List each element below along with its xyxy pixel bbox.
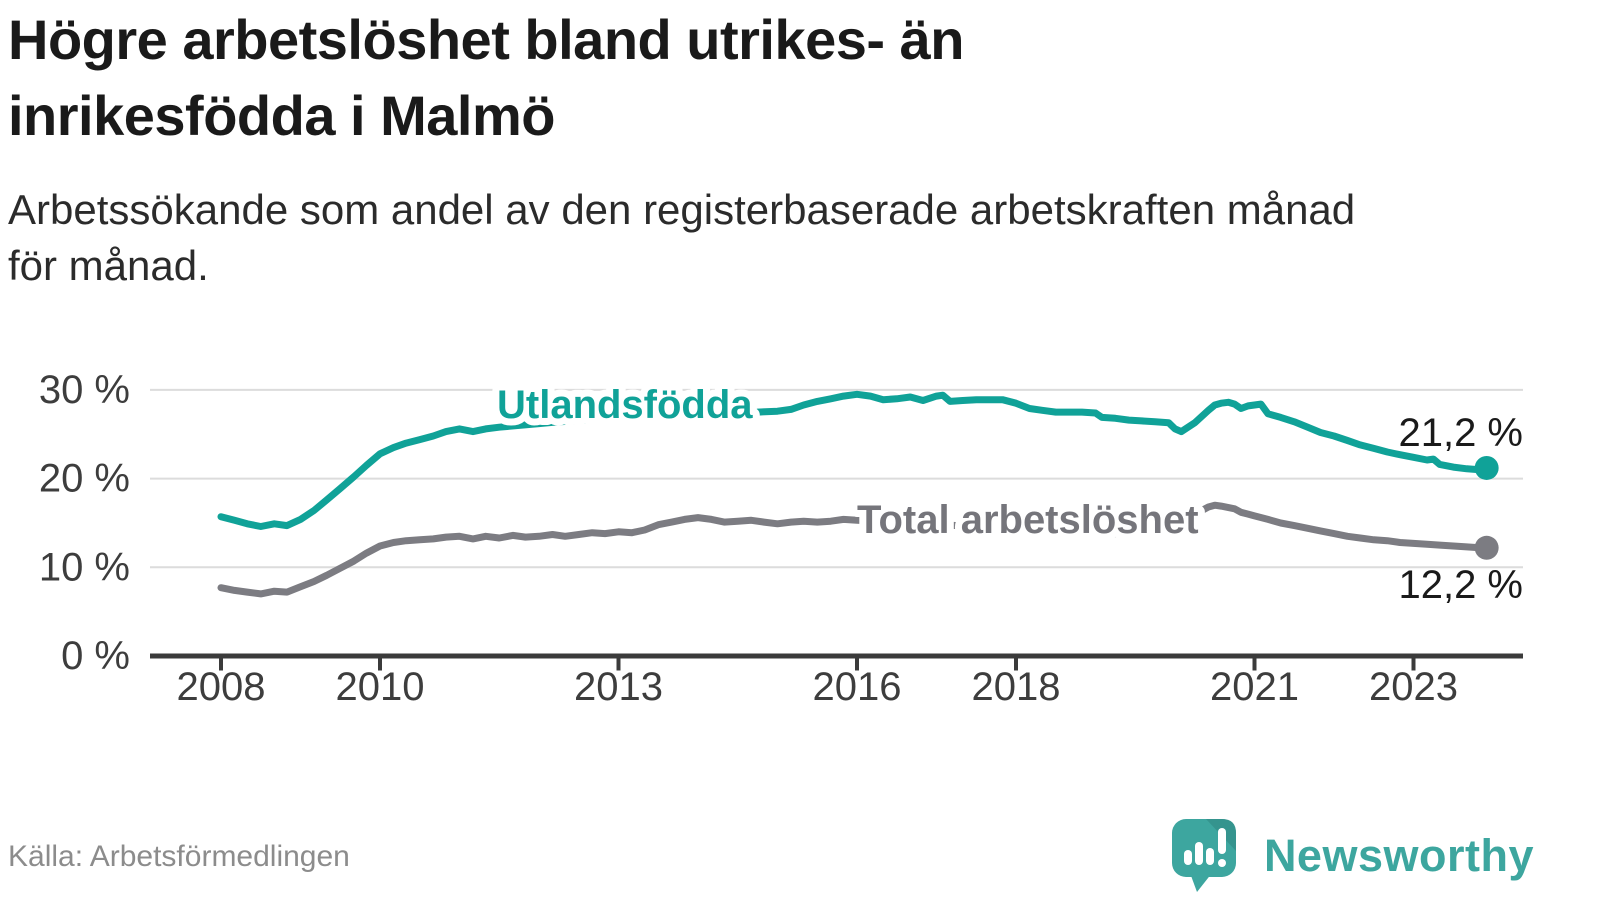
source-text: Källa: Arbetsförmedlingen	[8, 840, 350, 873]
y-tick-label: 0 %	[61, 634, 130, 678]
title-line-2: inrikesfödda i Malmö	[8, 84, 555, 147]
x-axis-tick	[616, 658, 621, 671]
chart-subtitle: Arbetssökande som andel av den registerb…	[8, 182, 1355, 294]
newsworthy-logo: Newsworthy	[1166, 816, 1534, 896]
x-tick-label: 2018	[972, 665, 1061, 709]
x-axis-tick	[1252, 658, 1257, 671]
x-tick-label: 2013	[574, 665, 663, 709]
y-tick-label: 10 %	[39, 545, 130, 589]
x-axis-tick	[1014, 658, 1018, 671]
page-title: Högre arbetslöshet bland utrikes- än inr…	[8, 2, 964, 154]
foreign-born-value-label: 21,2 %	[1398, 411, 1523, 455]
total-unemployment-line	[217, 501, 1491, 598]
total-value-label: 12,2 %	[1398, 563, 1523, 607]
y-tick-label: 30 %	[39, 368, 130, 412]
x-tick-label: 2021	[1210, 665, 1299, 709]
foreign-born-end-dot	[1474, 455, 1499, 480]
y-tick-label: 20 %	[39, 457, 130, 501]
title-line-1: Högre arbetslöshet bland utrikes- än	[8, 8, 964, 71]
subtitle-line-1: Arbetssökande som andel av den registerb…	[8, 186, 1356, 233]
x-tick-label: 2008	[177, 665, 266, 709]
x-tick-label: 2023	[1369, 665, 1458, 709]
line-chart: 2008 2010 2013 2016 2018 2021 2023 0 % 10 % 20 % 3…	[39, 368, 1523, 709]
foreign-born-line	[217, 390, 1491, 530]
foreign-born-series-label: Utlandsfödda	[497, 383, 753, 427]
subtitle-line-2: för månad.	[8, 242, 209, 289]
x-tick-label: 2010	[336, 665, 425, 709]
newsworthy-logo-icon	[1171, 819, 1236, 892]
brand-wordmark: Newsworthy	[1263, 830, 1534, 881]
x-axis-line	[150, 653, 1523, 659]
x-axis-tick	[855, 658, 859, 671]
total-end-dot	[1474, 535, 1499, 560]
x-axis-tick	[378, 658, 382, 671]
x-axis-tick	[1411, 658, 1416, 671]
total-series-label: Total arbetslöshet	[857, 498, 1199, 542]
x-tick-label: 2016	[813, 665, 902, 709]
x-axis-tick	[219, 658, 223, 671]
